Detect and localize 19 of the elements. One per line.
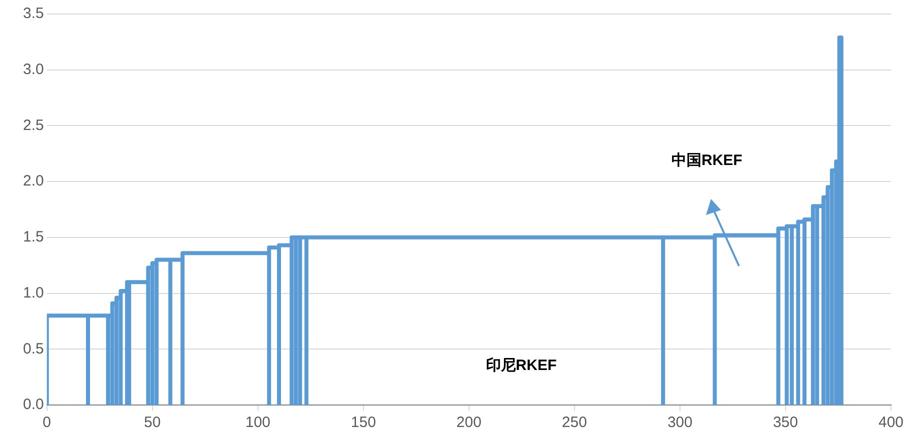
x-tick-label: 250 (562, 414, 587, 432)
x-tick-label: 0 (42, 414, 52, 432)
y-tick-label: 2.5 (22, 116, 44, 134)
y-tick-label: 0.0 (22, 396, 44, 414)
y-tick-label: 2.0 (22, 172, 44, 190)
y-tick-label: 1.0 (22, 284, 44, 302)
x-tick-label: 50 (144, 414, 161, 432)
x-tick-label: 400 (878, 414, 904, 432)
annotation: 印尼RKEF (486, 356, 557, 376)
y-tick-label: 0.5 (22, 340, 44, 358)
x-tick-label: 150 (350, 414, 376, 432)
x-tick-label: 100 (245, 414, 270, 432)
x-tick-label: 200 (456, 414, 482, 432)
y-tick-label: 1.5 (22, 228, 44, 246)
y-tick-label: 3.0 (22, 61, 44, 78)
annotation: 中国RKEF (672, 150, 742, 170)
x-tick-label: 350 (772, 414, 798, 432)
y-tick-label: 3.5 (22, 5, 44, 22)
x-tick-label: 300 (667, 414, 692, 432)
